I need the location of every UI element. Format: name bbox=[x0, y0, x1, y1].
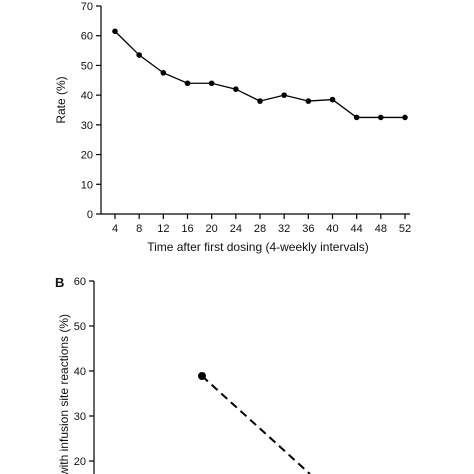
panel-a-y-tick-label: 0 bbox=[87, 209, 93, 221]
panel-b-label: B bbox=[55, 275, 64, 290]
panel-a-x-tick-label: 12 bbox=[157, 223, 169, 235]
panel-a-x-tick-label: 8 bbox=[136, 223, 142, 235]
panel-a-x-tick-label: 28 bbox=[254, 223, 266, 235]
panel-b-point bbox=[198, 372, 206, 380]
panel-a-point bbox=[136, 52, 142, 58]
panel-a-x-tick-label: 32 bbox=[278, 223, 290, 235]
panel-a-x-tick-label: 16 bbox=[181, 223, 193, 235]
panel-a-x-ticks: 4 8 12 16 20 24 28 32 36 40 44 48 52 bbox=[112, 214, 411, 235]
panel-a-y-ticks: 0 10 20 30 40 50 60 70 bbox=[81, 1, 101, 221]
panel-b-y-tick-label: 40 bbox=[74, 366, 86, 378]
panel-a-x-tick-label: 4 bbox=[112, 223, 118, 235]
panel-a-point bbox=[160, 70, 167, 76]
panel-a-points bbox=[112, 28, 408, 121]
panel-a-y-tick-label: 10 bbox=[81, 179, 93, 191]
panel-a-y-tick-label: 30 bbox=[81, 120, 93, 132]
panel-b-y-tick-label: 60 bbox=[74, 276, 86, 288]
panel-a-point bbox=[112, 28, 118, 35]
panel-a-y-tick-label: 50 bbox=[81, 60, 93, 72]
panel-a-point bbox=[184, 80, 191, 87]
panel-a-point bbox=[233, 86, 239, 92]
panel-a-point bbox=[281, 92, 287, 98]
panel-a-x-label: Time after first dosing (4-weekly interv… bbox=[147, 240, 369, 254]
panel-a-series-line bbox=[114, 30, 405, 119]
panel-a-point bbox=[402, 114, 408, 121]
panel-a-x-tick-label: 36 bbox=[302, 223, 314, 235]
panel-a-x-tick-label: 44 bbox=[351, 223, 363, 235]
panel-a-point bbox=[257, 98, 263, 104]
panel-a-x-tick-label: 40 bbox=[326, 223, 338, 235]
panel-a-y-tick-label: 20 bbox=[81, 150, 93, 162]
panel-b-chart: B 20 30 40 50 60 with infusion site reaction… bbox=[55, 275, 311, 474]
panel-a-x-tick-label: 24 bbox=[230, 223, 242, 235]
panel-a-point bbox=[305, 98, 312, 104]
panel-a-point bbox=[378, 114, 384, 121]
panel-b-series-line bbox=[201, 375, 311, 474]
panel-a-y-tick-label: 40 bbox=[81, 90, 93, 102]
panel-a-x-tick-label: 52 bbox=[399, 223, 411, 235]
panel-b-y-tick-label: 50 bbox=[74, 321, 86, 333]
panel-a-point bbox=[353, 114, 360, 121]
panel-a-x-tick-label: 48 bbox=[375, 223, 387, 235]
panel-a-y-tick-label: 60 bbox=[81, 31, 93, 43]
panel-a-point bbox=[208, 80, 215, 87]
panel-a-x-tick-label: 20 bbox=[206, 223, 218, 235]
panel-a-point bbox=[329, 96, 336, 103]
panel-a-y-tick-label: 70 bbox=[81, 1, 93, 13]
panel-b-y-tick-label: 30 bbox=[74, 411, 86, 423]
panel-a-y-label: Rate (%) bbox=[54, 76, 68, 123]
panel-b-y-tick-label: 20 bbox=[74, 456, 86, 468]
panel-b-y-ticks: 20 30 40 50 60 bbox=[74, 276, 94, 468]
panel-b-y-label: with infusion site reactions (%) bbox=[57, 314, 71, 474]
